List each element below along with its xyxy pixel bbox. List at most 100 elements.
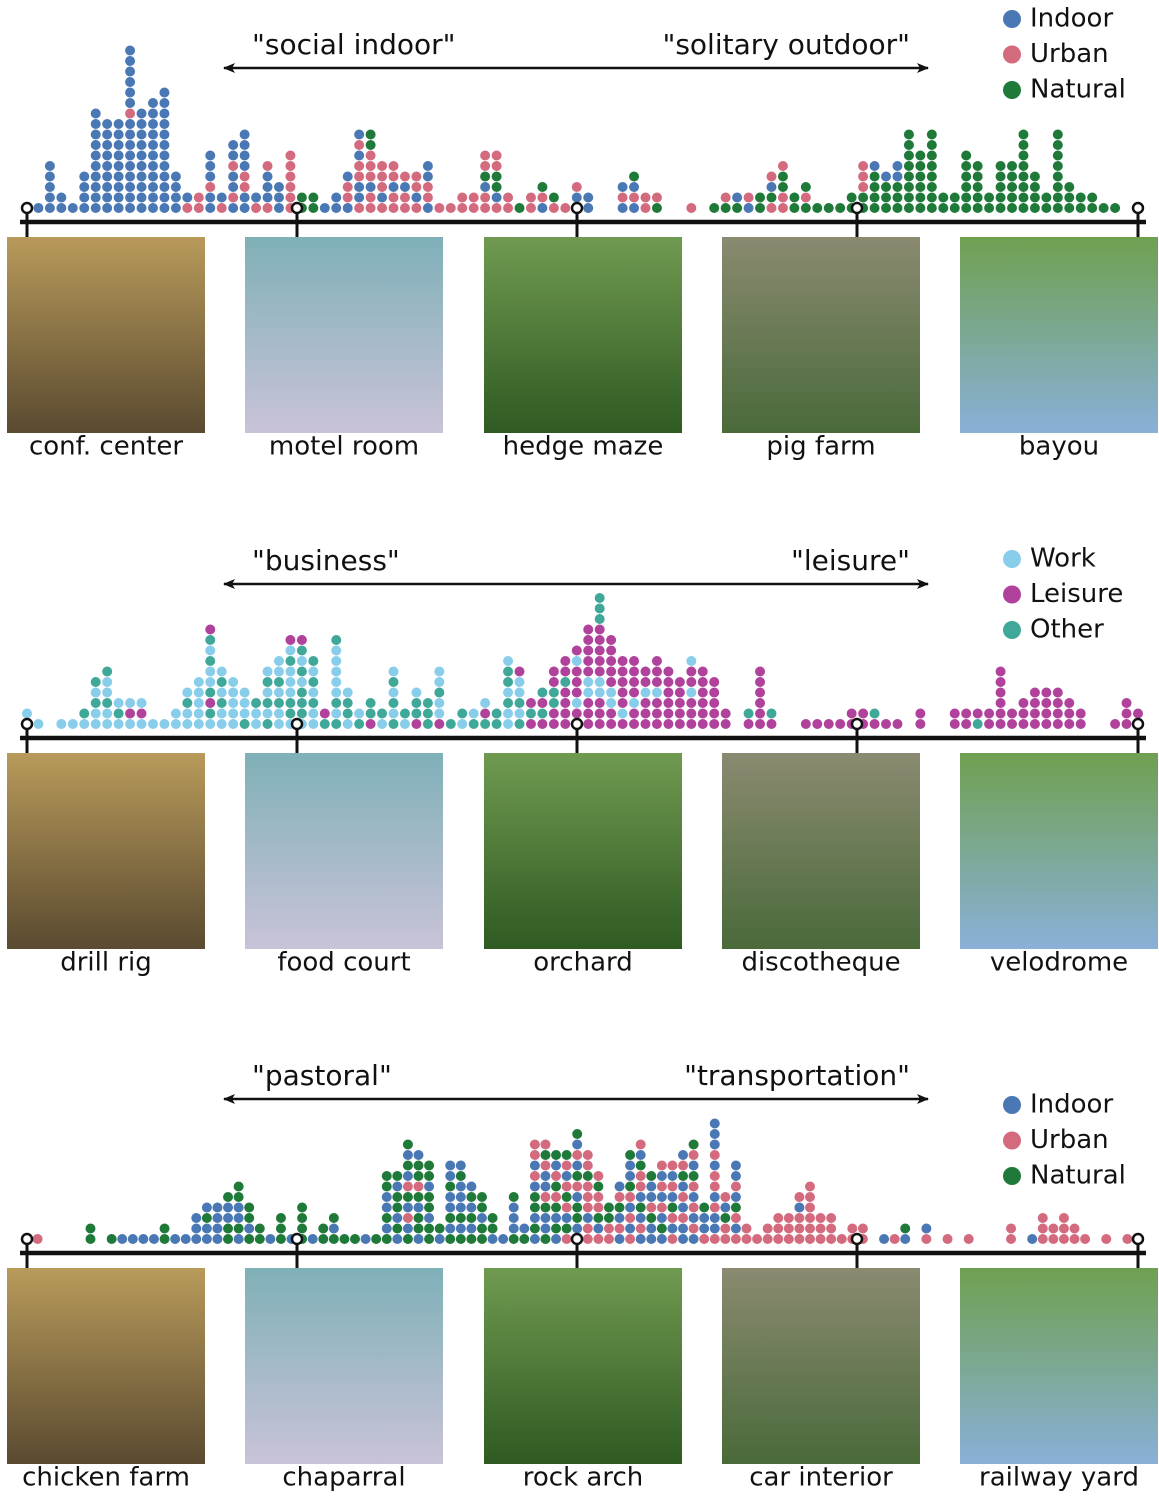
dot — [331, 677, 342, 687]
dot — [487, 1234, 498, 1244]
dot — [514, 666, 525, 677]
dot — [603, 1213, 614, 1223]
dot — [529, 1150, 540, 1160]
dot — [571, 677, 582, 687]
dot — [537, 687, 548, 698]
dot — [743, 708, 754, 719]
dot — [1041, 698, 1052, 708]
dot — [445, 1223, 456, 1234]
dot — [90, 182, 101, 192]
dot — [540, 1192, 551, 1202]
dot — [434, 687, 445, 698]
dot — [445, 1171, 456, 1181]
legend-label: Other — [1030, 615, 1104, 645]
dot — [508, 1202, 519, 1213]
dot — [33, 203, 44, 213]
dot — [688, 1171, 699, 1181]
dot — [766, 171, 777, 182]
dot — [125, 98, 136, 108]
dot — [1048, 1234, 1059, 1244]
dot — [561, 1171, 572, 1181]
dot — [413, 1192, 424, 1202]
dot — [239, 203, 250, 213]
dot — [170, 1234, 181, 1244]
dot — [262, 182, 273, 192]
dot — [881, 171, 892, 182]
dot — [201, 1223, 212, 1234]
legend-swatch — [1003, 45, 1021, 64]
dot — [445, 1160, 456, 1171]
dot — [127, 1234, 138, 1244]
dot — [915, 192, 926, 203]
dot — [392, 1202, 403, 1213]
dot — [273, 687, 284, 698]
dot — [205, 171, 216, 182]
dot — [949, 203, 960, 213]
tick-marker — [850, 717, 864, 731]
dot — [434, 708, 445, 719]
dot — [498, 1234, 509, 1244]
dot — [79, 171, 90, 182]
tick-marker — [290, 717, 304, 731]
dot — [239, 687, 250, 698]
dot — [503, 677, 514, 687]
dot — [903, 129, 914, 140]
tick-marker — [1131, 1232, 1145, 1246]
dot — [572, 1139, 583, 1150]
legend-label: Work — [1030, 544, 1096, 574]
dot — [170, 719, 181, 729]
dot — [972, 203, 983, 213]
dot — [159, 1223, 170, 1234]
dot — [699, 1223, 710, 1234]
dot — [794, 1223, 805, 1234]
dot — [921, 1223, 932, 1234]
dot — [635, 1223, 646, 1234]
dot — [794, 1213, 805, 1223]
dot — [205, 698, 216, 708]
dot — [640, 192, 651, 203]
scene-caption: velodrome — [990, 948, 1128, 978]
dot — [614, 1192, 625, 1202]
dot — [476, 1192, 487, 1202]
dot — [399, 708, 410, 719]
dot — [296, 708, 307, 719]
dot — [720, 1223, 731, 1234]
dot — [995, 698, 1006, 708]
dot — [656, 1213, 667, 1223]
dot — [342, 192, 353, 203]
dot — [424, 1223, 435, 1234]
dot — [1075, 203, 1086, 213]
dot — [273, 192, 284, 203]
dot — [480, 171, 491, 182]
dot — [709, 1171, 720, 1181]
dot — [44, 171, 55, 182]
dot — [571, 645, 582, 656]
dot — [593, 1181, 604, 1192]
dot — [667, 1202, 678, 1213]
dot — [551, 1181, 562, 1192]
dot — [606, 719, 617, 729]
dot — [102, 192, 113, 203]
dot — [79, 192, 90, 203]
dot — [606, 677, 617, 687]
dot — [697, 666, 708, 677]
dot — [205, 624, 216, 635]
dot — [995, 687, 1006, 698]
dot — [1064, 203, 1075, 213]
dot — [903, 171, 914, 182]
dot — [617, 708, 628, 719]
dot — [205, 719, 216, 729]
dot — [285, 161, 296, 171]
dot — [525, 708, 536, 719]
dot — [656, 1171, 667, 1181]
dot — [228, 182, 239, 192]
dot — [159, 171, 170, 182]
dot — [537, 698, 548, 708]
dot — [755, 192, 766, 203]
dot — [688, 1234, 699, 1244]
dot — [445, 1234, 456, 1244]
dot — [697, 719, 708, 729]
dot — [709, 687, 720, 698]
dot — [709, 1213, 720, 1223]
dot — [480, 708, 491, 719]
